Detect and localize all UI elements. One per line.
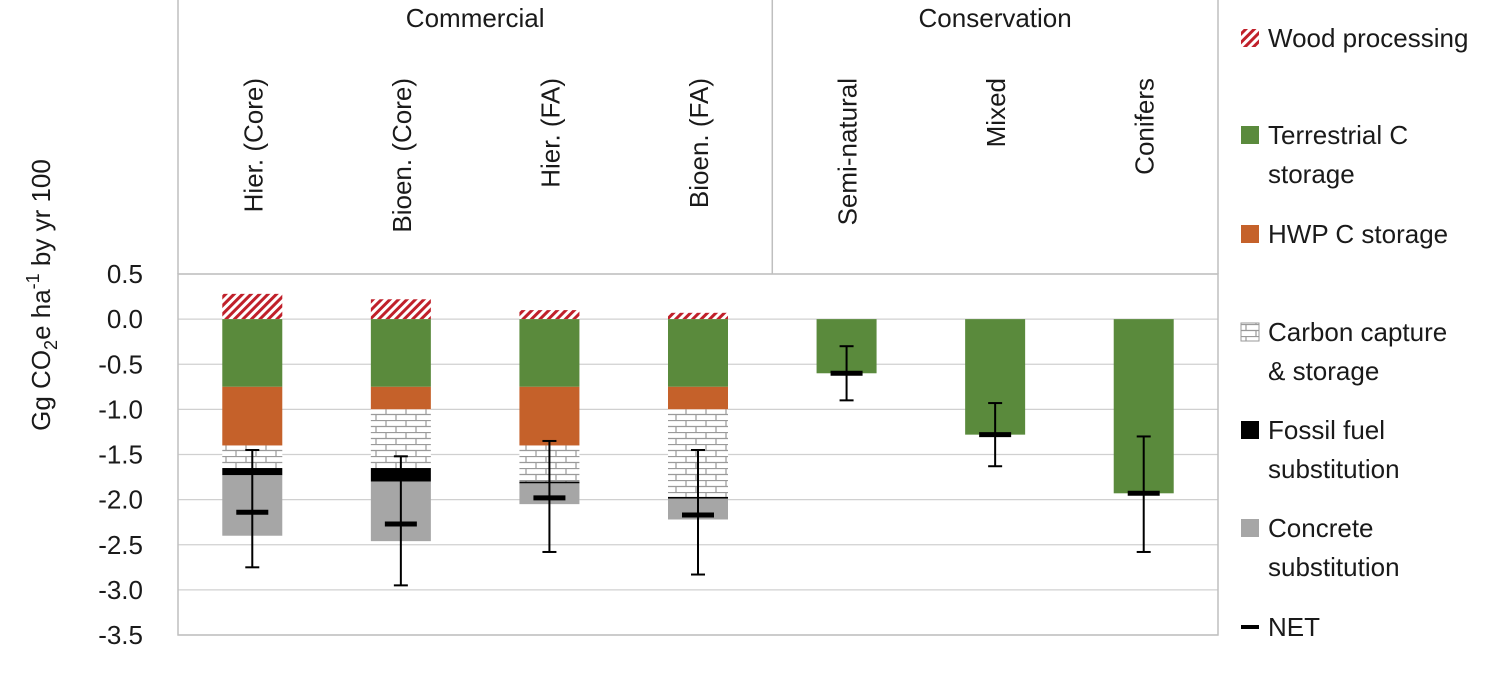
category-label-mixed: Mixed: [981, 78, 1011, 147]
net-error-bars: [236, 345, 1160, 587]
group-label-commercial: Commercial: [406, 3, 545, 33]
y-tick-label: -2.0: [98, 485, 143, 515]
category-label-bioen-fa: Bioen. (FA): [684, 78, 714, 208]
y-tick-label: -1.5: [98, 440, 143, 470]
y-tick-label: 0.0: [107, 304, 143, 334]
bar-hwp-c-storage-bioen-core: [370, 386, 431, 410]
legend-label-terrestrial-c-storage: Terrestrial C: [1268, 120, 1408, 150]
legend-label-carbon-capture-storage: Carbon capture: [1268, 317, 1447, 347]
y-tick-label: -3.5: [98, 620, 143, 650]
y-axis-ticks: 0.5 0.0 -0.5 -1.0 -1.5 -2.0 -2.5 -3.0 -3.5: [98, 259, 143, 650]
category-label-bioen-core: Bioen. (Core): [387, 78, 417, 233]
category-label-conifers: Conifers: [1130, 78, 1160, 175]
bar-wood-processing-bioen-fa: [668, 312, 728, 320]
y-tick-label: -2.5: [98, 530, 143, 560]
bar-hwp-c-storage-hier-core: [222, 386, 283, 446]
legend: Wood processing Terrestrial C storage HWP C…: [1240, 23, 1468, 642]
legend-swatch-concrete-substitution: [1241, 519, 1259, 537]
legend-label-wood-processing: Wood processing: [1268, 23, 1468, 53]
legend-swatch-fossil-fuel-substitution: [1241, 421, 1259, 439]
category-label-hier-core: Hier. (Core): [238, 78, 268, 212]
category-label-hier-fa: Hier. (FA): [535, 78, 565, 188]
category-header: Commercial Conservation Hier. (Core) Bioen.…: [177, 0, 1219, 274]
y-tick-label: -0.5: [98, 349, 143, 379]
group-label-conservation: Conservation: [919, 3, 1072, 33]
bar-hwp-c-storage-bioen-fa: [668, 386, 728, 410]
legend-label-hwp-c-storage: HWP C storage: [1268, 219, 1448, 249]
y-tick-label: 0.5: [107, 259, 143, 289]
y-tick-label: -3.0: [98, 575, 143, 605]
bar-stacks: [222, 293, 1174, 542]
bar-terrestrial-c-storage-hier-fa: [519, 319, 580, 387]
bar-wood-processing-hier-fa: [519, 310, 580, 320]
legend-label-fossil-fuel-substitution: Fossil fuel: [1268, 415, 1385, 445]
legend-label-carbon-capture-storage: & storage: [1268, 356, 1379, 386]
bar-wood-processing-hier-core: [222, 293, 283, 320]
y-tick-label: -1.0: [98, 394, 143, 424]
legend-swatch-wood-processing: [1241, 29, 1259, 47]
legend-label-terrestrial-c-storage: storage: [1268, 159, 1355, 189]
bar-terrestrial-c-storage-bioen-core: [370, 319, 431, 387]
bar-terrestrial-c-storage-bioen-fa: [668, 319, 728, 387]
plot-frame: [177, 273, 1219, 636]
bar-terrestrial-c-storage-hier-core: [222, 319, 283, 387]
legend-label-fossil-fuel-substitution: substitution: [1268, 454, 1400, 484]
bar-wood-processing-bioen-core: [370, 299, 431, 320]
legend-label-concrete-substitution: Concrete: [1268, 513, 1374, 543]
bar-hwp-c-storage-hier-fa: [519, 386, 580, 446]
y-axis-label: Gg CO2e ha-1 by yr 100: [23, 159, 61, 431]
legend-label-concrete-substitution: substitution: [1268, 552, 1400, 582]
legend-label-net: NET: [1268, 612, 1320, 642]
legend-swatch-hwp-c-storage: [1241, 225, 1259, 243]
legend-swatch-carbon-capture-storage: [1240, 322, 1260, 342]
legend-swatch-terrestrial-c-storage: [1241, 126, 1259, 144]
category-label-semi-natural: Semi-natural: [833, 78, 863, 225]
